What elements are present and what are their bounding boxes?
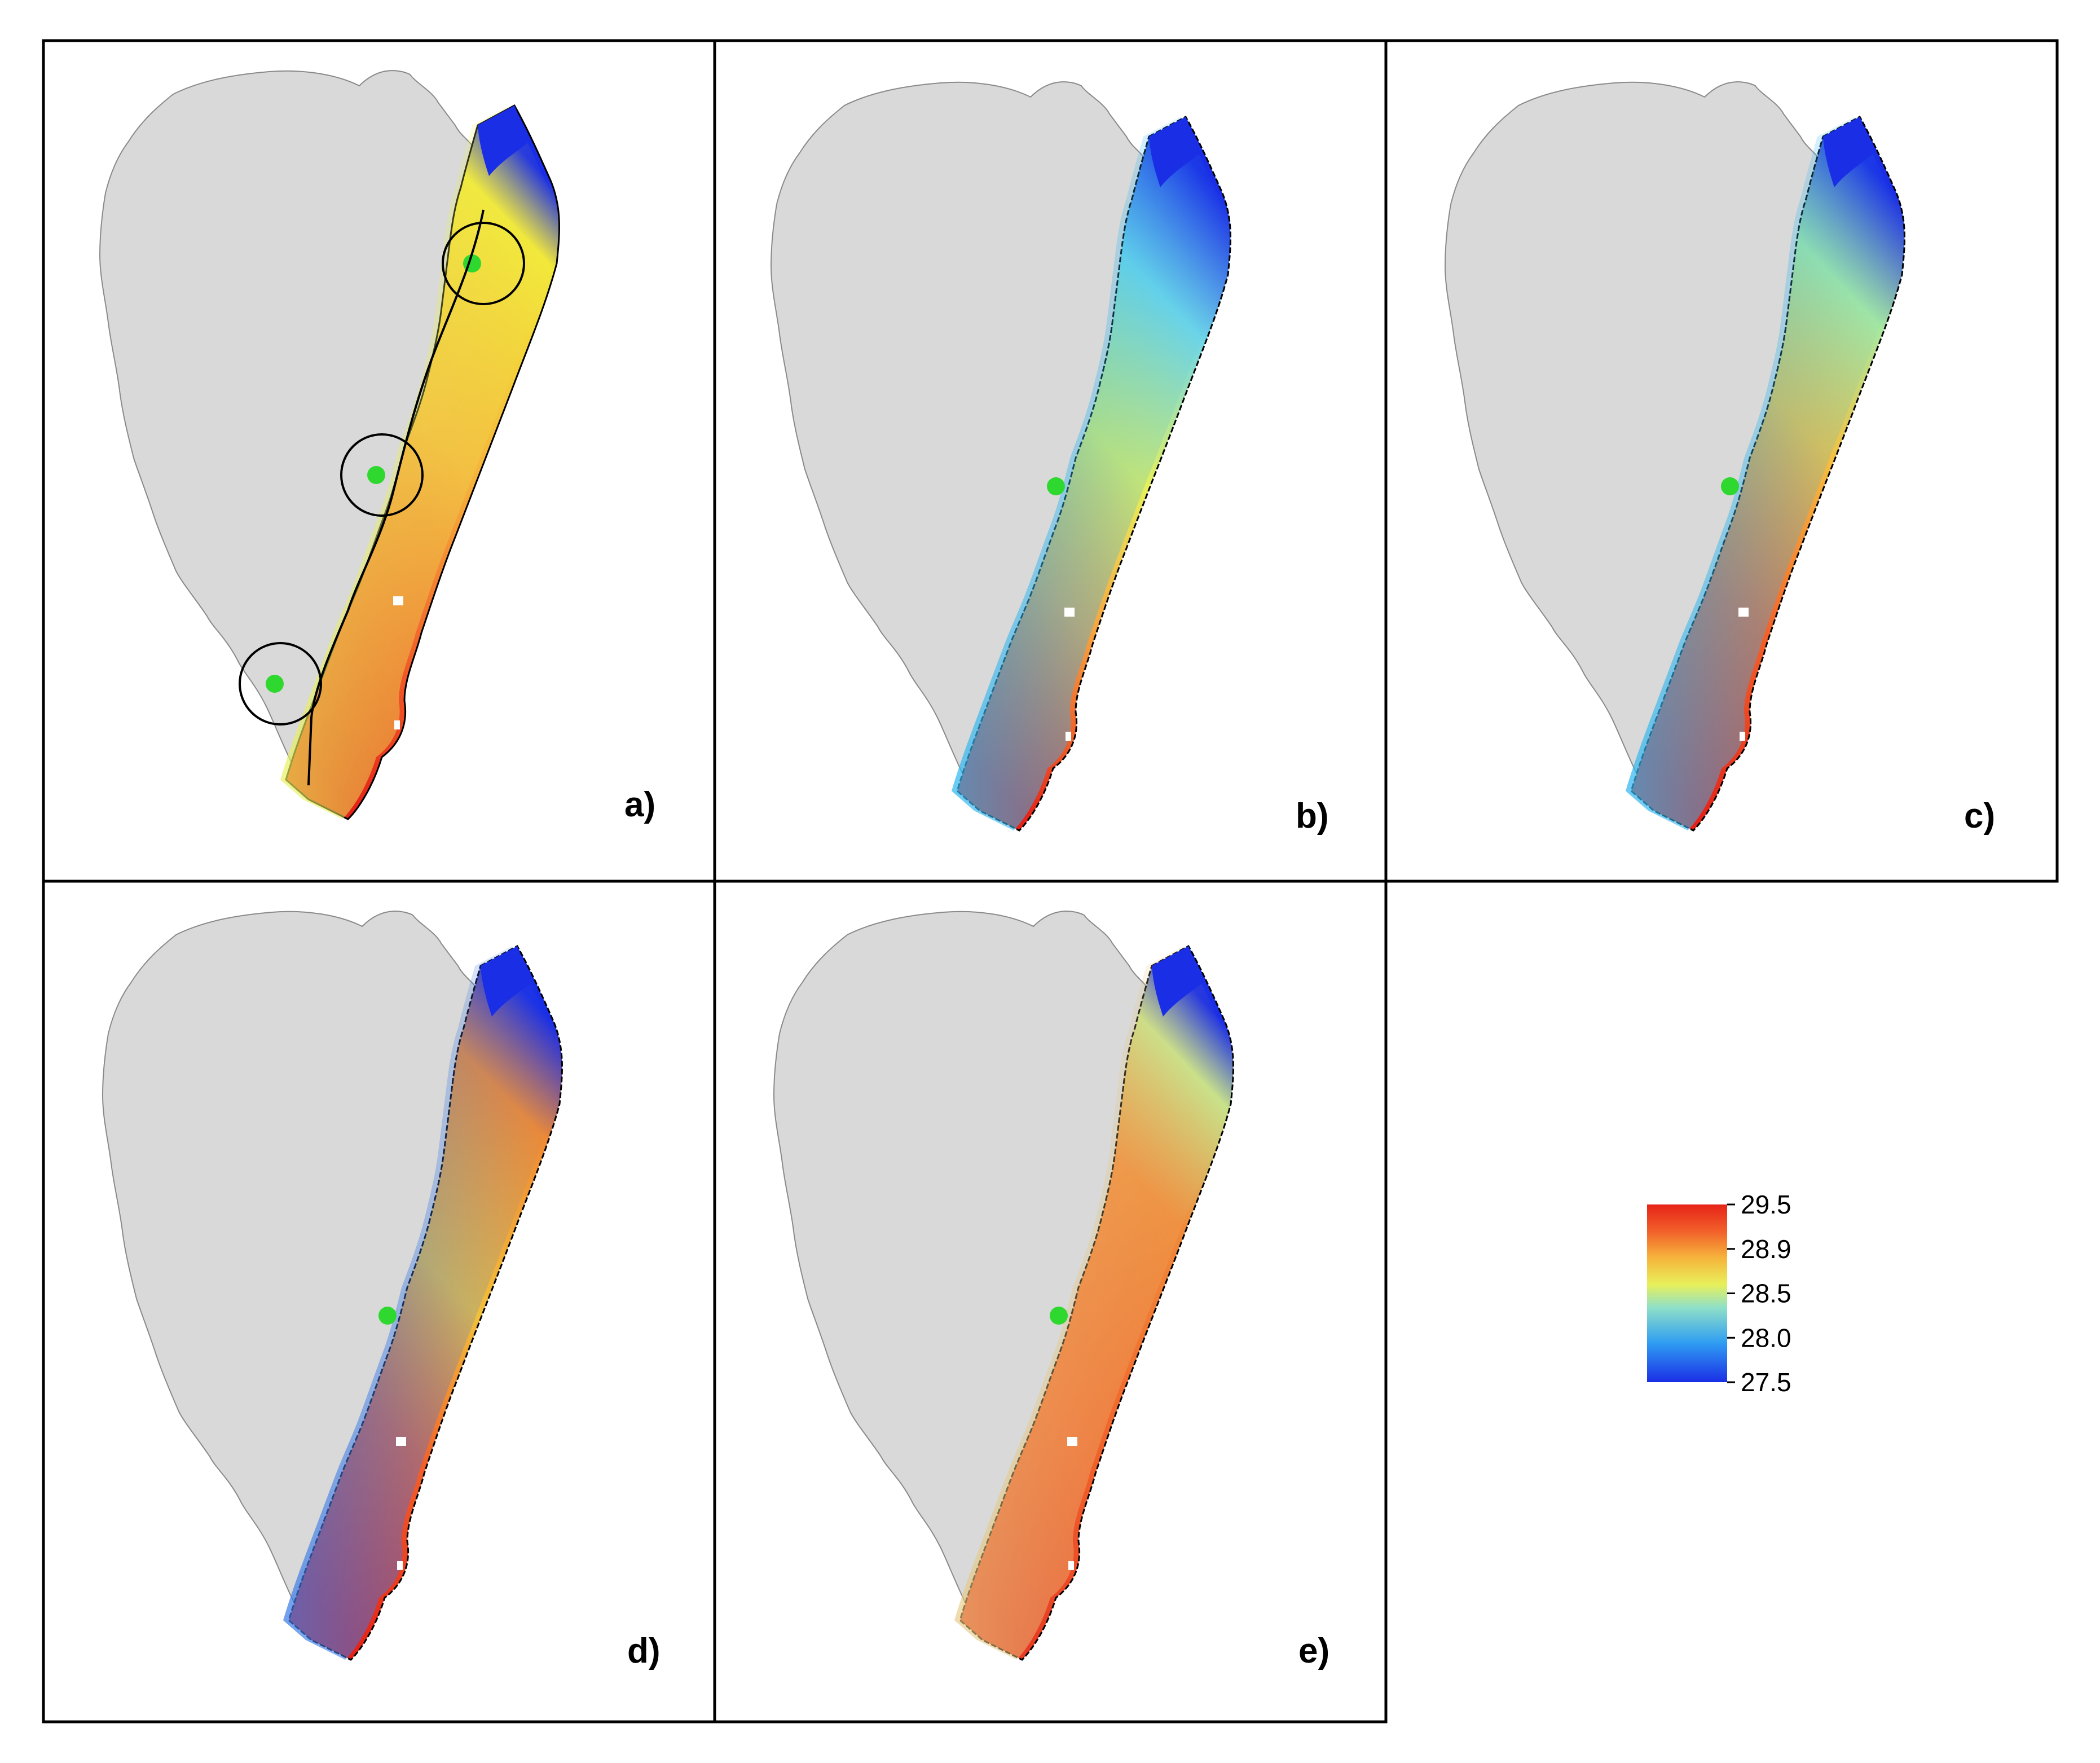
panel-c-nearshore-band (1626, 117, 1899, 830)
panel-d-cold-patch (481, 946, 531, 1017)
panel-d: d) (102, 911, 661, 1670)
panel-a-buffer-circle (239, 642, 322, 726)
panel-e-nodata-mark (1067, 1437, 1077, 1446)
panel-d-nodata-mark-south (397, 1561, 403, 1570)
panel-frames (42, 39, 2059, 1724)
panel-a: a) (99, 70, 655, 824)
panel-a-station-marker (367, 466, 385, 484)
panel-b-station-marker (1047, 477, 1065, 495)
panel-a-buffer-circle (340, 433, 424, 517)
panel-e-cold-patch (1152, 946, 1203, 1017)
panel-b-nodata-mark (1064, 608, 1075, 617)
panel-b-nodata-mark-south (1066, 732, 1071, 741)
colorbar-tick-label: 29.5 (1741, 1190, 1791, 1219)
panel-e-label: e) (1298, 1632, 1329, 1670)
panel-a-station-marker (266, 675, 284, 693)
panel-e-nearshore-band (954, 946, 1228, 1660)
colorbar (1647, 1204, 1727, 1382)
colorbar-legend: 29.5 28.9 28.5 28.0 27.5 (1647, 1190, 1791, 1397)
panel-c-nodata-mark (1738, 608, 1749, 617)
panel-a-nodata-mark-south (394, 720, 400, 729)
panel-a-nodata-mark (393, 596, 403, 605)
panel-d-nearshore-band (283, 946, 557, 1660)
colorbar-tick-label: 27.5 (1741, 1368, 1791, 1397)
panel-a-buffer-circle (442, 222, 525, 305)
panel-c-label: c) (1964, 797, 1995, 836)
panel-c: c) (1444, 81, 1995, 836)
panel-e: e) (773, 911, 1329, 1670)
panel-b-nearshore-band (952, 117, 1225, 830)
panel-e-frame (713, 880, 1388, 1724)
panel-c-nodata-mark-south (1740, 732, 1745, 741)
panel-c-station-marker (1721, 477, 1739, 495)
colorbar-tick-label: 28.9 (1741, 1234, 1791, 1264)
panel-a-nearshore-band (280, 105, 554, 819)
panel-d-label: d) (627, 1632, 661, 1670)
panel-c-frame (1384, 39, 2059, 883)
map-panels: a) b) c) d) e) (99, 70, 1995, 1670)
panel-a-zone-boundary (307, 209, 485, 786)
panel-e-station-marker (1050, 1307, 1068, 1325)
panel-a-cold-patch (478, 105, 529, 176)
colorbar-tick-label: 28.5 (1741, 1279, 1791, 1308)
panel-d-station-marker (378, 1307, 397, 1325)
panel-d-nodata-mark (396, 1437, 406, 1446)
panel-a-label: a) (624, 785, 655, 824)
panel-c-cold-patch (1823, 117, 1874, 187)
panel-b-label: b) (1296, 797, 1329, 836)
panel-b-cold-patch (1149, 117, 1200, 187)
panel-b: b) (770, 81, 1329, 836)
panel-e-nodata-mark-south (1068, 1561, 1074, 1570)
colorbar-ticks: 29.5 28.9 28.5 28.0 27.5 (1727, 1190, 1791, 1397)
colorbar-tick-label: 28.0 (1741, 1323, 1791, 1352)
